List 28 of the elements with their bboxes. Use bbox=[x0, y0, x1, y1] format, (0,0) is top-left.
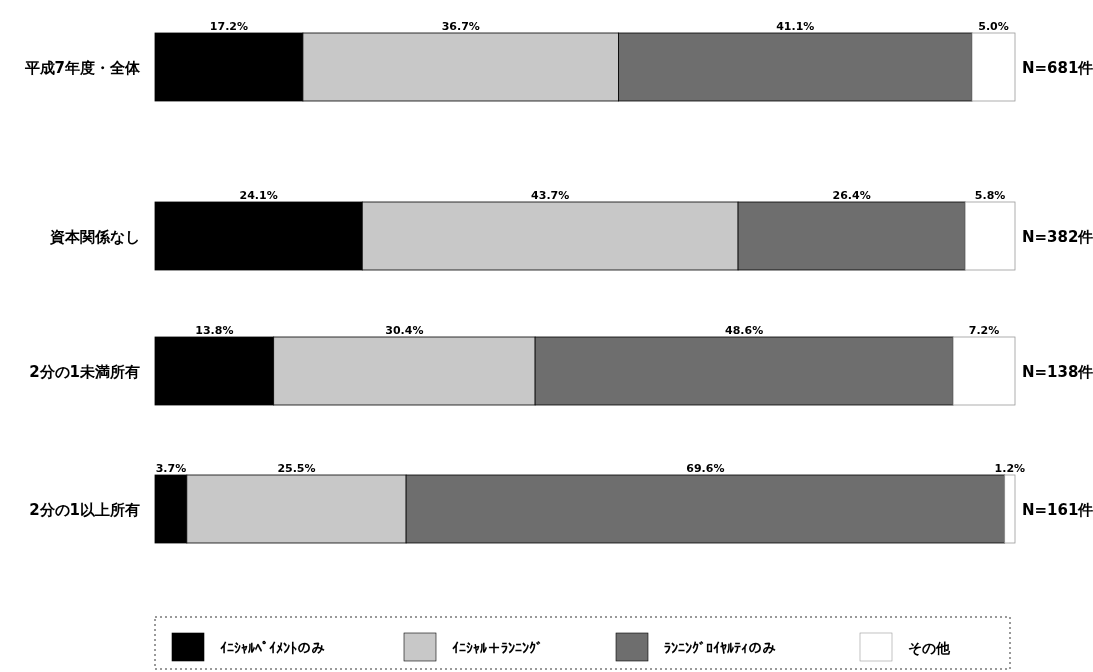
data-label: 30.4% bbox=[385, 324, 424, 337]
y-tick-label: 2分の1以上所有 bbox=[29, 501, 140, 519]
text: N=681件 bbox=[1022, 59, 1093, 77]
data-label: 3.7% bbox=[155, 462, 187, 475]
text: N=161件 bbox=[1022, 501, 1093, 519]
data-label: 7.2% bbox=[968, 324, 1000, 337]
y-tick-label: 2分の1未満所有 bbox=[29, 363, 140, 381]
data-label: 17.2% bbox=[209, 20, 249, 33]
text: N=138件 bbox=[1022, 363, 1093, 381]
data-label: 1.2% bbox=[994, 462, 1026, 475]
data-label: 13.8% bbox=[195, 324, 234, 337]
text: N=382件 bbox=[1022, 228, 1093, 246]
data-label: 48.6% bbox=[725, 324, 764, 337]
data-label: 41.1% bbox=[776, 20, 815, 33]
data-label: 5.0% bbox=[978, 20, 1009, 33]
data-label: 43.7% bbox=[531, 189, 570, 202]
data-label: 69.6% bbox=[686, 462, 725, 475]
legend-label: その他 bbox=[908, 640, 951, 656]
data-label: 26.4% bbox=[832, 189, 871, 202]
y-tick-label: 資本関係なし bbox=[49, 228, 140, 246]
data-label: 24.1% bbox=[239, 189, 278, 202]
data-label: 36.7% bbox=[441, 20, 480, 33]
data-label: 5.8% bbox=[974, 189, 1006, 202]
legend-label: ﾗﾝﾆﾝｸﾞﾛｲﾔﾙﾃｨのみ bbox=[664, 640, 776, 656]
data-label: 25.5% bbox=[277, 462, 316, 475]
legend-label: ｲﾆｼｬﾙﾍﾟｲﾒﾝﾄのみ bbox=[220, 640, 325, 656]
y-tick-label: 平成7年度・全体 bbox=[23, 59, 141, 77]
legend-label: ｲﾆｼｬﾙ＋ﾗﾝﾆﾝｸﾞ bbox=[452, 640, 543, 656]
